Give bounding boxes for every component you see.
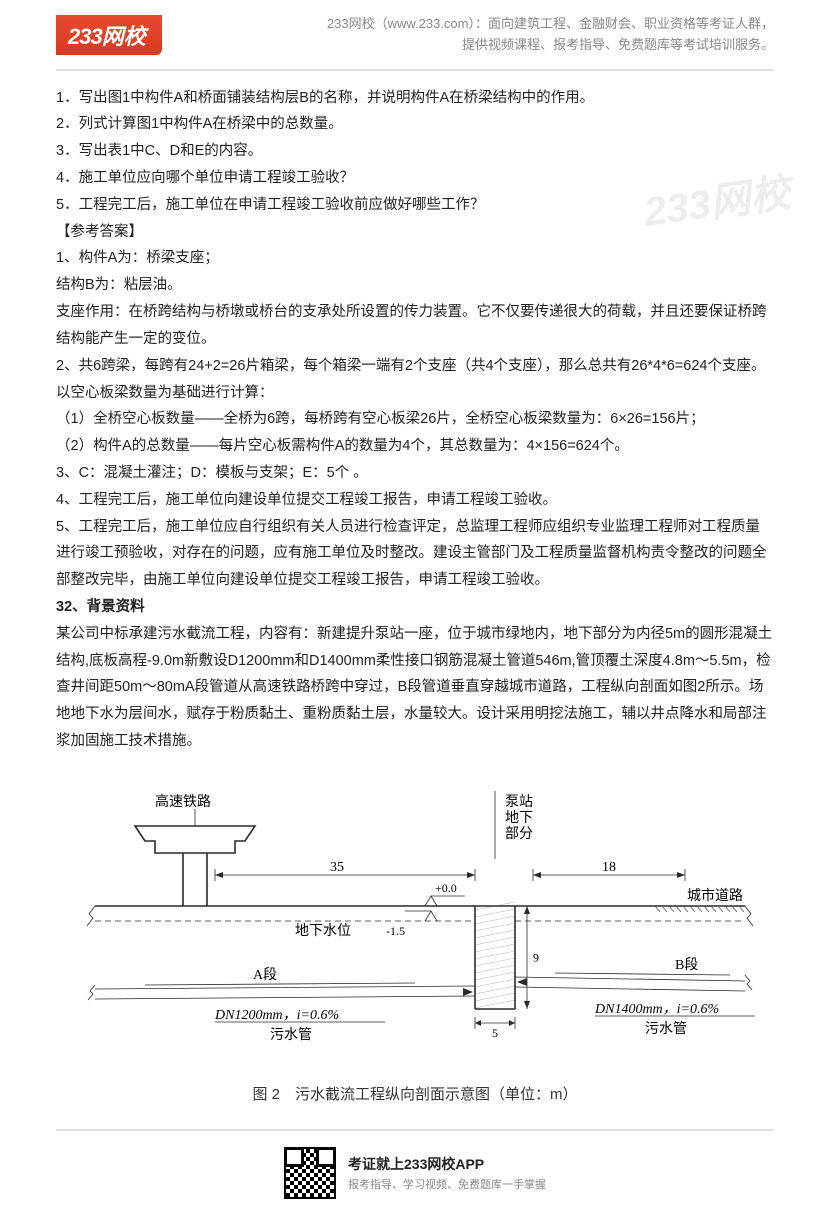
header-tagline: 233网校（www.233.com）：面向建筑工程、金融财会、职业资格等考证人群… xyxy=(182,14,774,56)
question-2: 2．列式计算图1中构件A在桥梁中的总数量。 xyxy=(56,111,774,138)
question-1: 1．写出图1中构件A和桥面铺装结构层B的名称，并说明构件A在桥梁结构中的作用。 xyxy=(56,85,774,112)
answer-4: 4、工程完工后，施工单位向建设单位提交工程竣工报告，申请工程竣工验收。 xyxy=(56,487,774,514)
svg-text:35: 35 xyxy=(330,860,344,875)
answer-2-3: （1）全桥空心板数量——全桥为6跨，每桥跨有空心板梁26片，全桥空心板梁数量为：… xyxy=(56,406,774,433)
answer-2-4: （2）构件A的总数量——每片空心板需构件A的数量为4个，其总数量为：4×156=… xyxy=(56,433,774,460)
site-logo: 233网校 xyxy=(56,15,162,55)
header-line1: 233网校（www.233.com）：面向建筑工程、金融财会、职业资格等考证人群… xyxy=(182,14,774,35)
footer-line1: 考证就上233网校APP xyxy=(348,1154,546,1174)
svg-text:DN1400mm，i=0.6%: DN1400mm，i=0.6% xyxy=(594,1002,719,1017)
svg-text:DN1200mm，i=0.6%: DN1200mm，i=0.6% xyxy=(214,1008,339,1023)
svg-text:B段: B段 xyxy=(675,957,698,973)
question-3: 3．写出表1中C、D和E的内容。 xyxy=(56,138,774,165)
answer-1-2: 结构B为：粘层油。 xyxy=(56,272,774,299)
footer-divider xyxy=(56,1129,774,1131)
header-line2: 提供视频课程、报考指导、免费题库等考试培训服务。 xyxy=(182,35,774,56)
qr-code-icon xyxy=(284,1147,336,1199)
page-footer: 考证就上233网校APP 报考指导、学习视频、免费题库一手掌握 xyxy=(0,1141,830,1219)
svg-text:污水管: 污水管 xyxy=(645,1021,687,1037)
svg-text:9: 9 xyxy=(533,950,539,964)
question-5: 5．工程完工后，施工单位在申请工程竣工验收前应做好哪些工作？ xyxy=(56,192,774,219)
footer-text: 考证就上233网校APP 报考指导、学习视频、免费题库一手掌握 xyxy=(348,1154,546,1192)
svg-text:地下: 地下 xyxy=(505,810,533,826)
answer-2-1: 2、共6跨梁，每跨有24+2=26片箱梁，每个箱梁一端有2个支座（共4个支座），… xyxy=(56,353,774,380)
footer-line2: 报考指导、学习视频、免费题库一手掌握 xyxy=(348,1176,546,1192)
figure-2-diagram: 高速铁路 泵站地下部分 35 18 +0.0 -1.5 城市道路地下水位 9 5 A段 DN1200… xyxy=(56,771,774,1071)
answer-2-2: 以空心板梁数量为基础进行计算： xyxy=(56,380,774,407)
case-32-title: 32、背景资料 xyxy=(56,594,774,621)
svg-text:泵站: 泵站 xyxy=(505,794,533,810)
answer-1-1: 1、构件A为：桥梁支座； xyxy=(56,245,774,272)
svg-text:污水管: 污水管 xyxy=(270,1027,312,1043)
svg-text:部分: 部分 xyxy=(505,826,533,842)
answer-header: 【参考答案】 xyxy=(56,219,774,246)
svg-text:城市道路: 城市道路 xyxy=(687,887,743,904)
page-header: 233网校 233网校（www.233.com）：面向建筑工程、金融财会、职业资… xyxy=(0,0,830,69)
svg-text:18: 18 xyxy=(602,860,616,875)
case-32-paragraph: 某公司中标承建污水截流工程，内容有：新建提升泵站一座，位于城市绿地内，地下部分为… xyxy=(56,621,774,755)
svg-text:+0.0: +0.0 xyxy=(435,881,457,895)
svg-text:-1.5: -1.5 xyxy=(386,924,405,938)
question-4: 4．施工单位应向哪个单位申请工程竣工验收？ xyxy=(56,165,774,192)
sewage-profile-svg: 高速铁路 泵站地下部分 35 18 +0.0 -1.5 城市道路地下水位 9 5 A段 DN1200… xyxy=(65,771,765,1071)
logo-num: 233 xyxy=(68,24,102,50)
logo-text: 网校 xyxy=(102,19,146,51)
header-divider xyxy=(56,69,774,71)
document-body: 1．写出图1中构件A和桥面铺装结构层B的名称，并说明构件A在桥梁结构中的作用。 … xyxy=(0,85,830,1109)
answer-5: 5、工程完工后，施工单位应自行组织有关人员进行检查评定，总监理工程师应组织专业监… xyxy=(56,514,774,594)
svg-text:地下水位: 地下水位 xyxy=(295,923,351,939)
svg-text:A段: A段 xyxy=(253,967,277,983)
answer-3: 3、C：混凝土灌注；D：模板与支架；E：5个 。 xyxy=(56,460,774,487)
figure-2-caption: 图 2 污水截流工程纵向剖面示意图（单位：m） xyxy=(56,1081,774,1109)
answer-1-3: 支座作用：在桥跨结构与桥墩或桥台的支承处所设置的传力装置。它不仅要传递很大的荷载… xyxy=(56,299,774,353)
svg-text:高速铁路: 高速铁路 xyxy=(155,793,211,810)
svg-text:5: 5 xyxy=(492,1026,498,1040)
